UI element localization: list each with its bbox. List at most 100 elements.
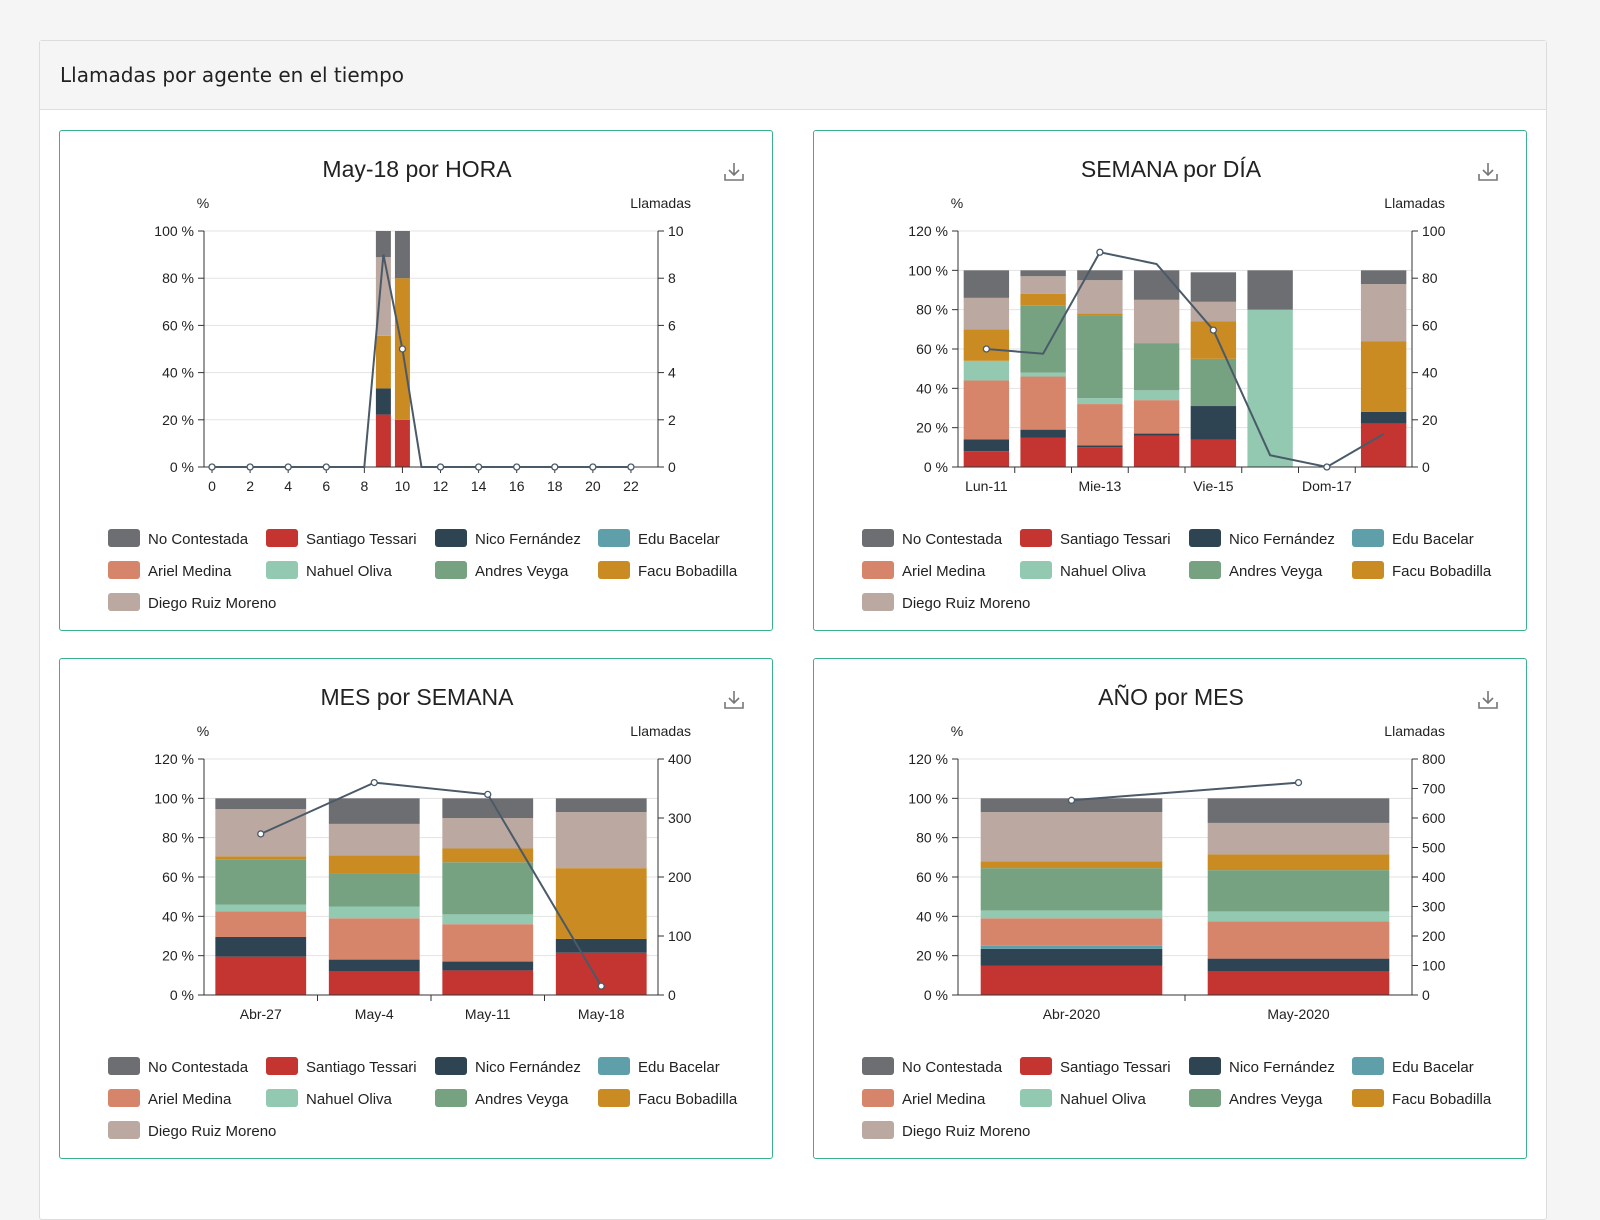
legend-swatch [435,1057,467,1075]
bar-segment [1360,341,1407,412]
y2-tick-label: 0 [1422,987,1430,1003]
legend: No Contestada Santiago Tessari Nico Fernán… [108,1057,738,1140]
legend-label: Ariel Medina [902,563,986,580]
legend-item[interactable]: Facu Bobadilla [598,561,738,580]
bar-segment [1207,971,1390,995]
legend-item[interactable]: Nahuel Oliva [1020,1089,1147,1108]
legend-item[interactable]: Nico Fernández [435,529,581,548]
calls-line [260,781,603,987]
legend-item[interactable]: Diego Ruiz Moreno [862,593,1030,612]
legend-item[interactable]: Edu Bacelar [1352,529,1474,548]
legend-item[interactable]: Santiago Tessari [266,529,417,548]
bar-segment [375,388,391,415]
legend-item[interactable]: Facu Bobadilla [598,1089,738,1108]
legend-item[interactable]: Edu Bacelar [598,529,720,548]
legend-swatch [108,1121,140,1139]
legend-item[interactable]: Ariel Medina [108,1089,232,1108]
y2-tick-label: 200 [668,869,692,885]
bar-segment [442,961,534,971]
legend-item[interactable]: Santiago Tessari [1020,529,1171,548]
bar-segment [1133,343,1180,391]
legend-item[interactable]: Nahuel Oliva [266,561,393,580]
legend-item[interactable]: Diego Ruiz Moreno [108,593,276,612]
legend-swatch [108,561,140,579]
x-tick-label: 22 [623,478,639,494]
legend-item[interactable]: Nahuel Oliva [266,1089,393,1108]
bar-segment [1190,272,1237,302]
y2-tick-label: 600 [1422,810,1446,826]
chart-title: MES por SEMANA [321,684,515,710]
download-icon[interactable] [724,691,744,709]
chart-title: May-18 por HORA [322,156,512,182]
legend-item[interactable]: Diego Ruiz Moreno [862,1121,1030,1140]
legend-item[interactable]: No Contestada [108,529,249,548]
download-icon[interactable] [724,163,744,181]
y2-tick-label: 400 [1422,869,1446,885]
calls-line [1071,781,1299,802]
legend-item[interactable]: Nahuel Oliva [1020,561,1147,580]
y2-tick-label: 200 [1422,928,1446,944]
bar-segment [1077,447,1123,467]
calls-line [212,254,631,468]
legend-swatch [266,1089,298,1107]
y2-tick-label: 2 [668,412,676,428]
bars [215,798,647,995]
legend-swatch [862,593,894,611]
legend-item[interactable]: Santiago Tessari [1020,1057,1171,1076]
calls-point [589,463,597,471]
y-tick-label: 20 % [162,948,194,964]
y2-tick-label: 8 [668,270,676,286]
y2-axis-label: Llamadas [630,195,691,211]
legend-item[interactable]: No Contestada [862,529,1003,548]
legend-item[interactable]: Ariel Medina [862,1089,986,1108]
y2-tick-label: 300 [1422,899,1446,915]
legend-item[interactable]: Andres Veyga [435,1089,569,1108]
legend-item[interactable]: Facu Bobadilla [1352,1089,1492,1108]
download-icon[interactable] [1478,163,1498,181]
bar-segment [1020,305,1066,373]
download-icon[interactable] [1478,691,1498,709]
x-tick-label: 6 [322,478,330,494]
legend-swatch [1020,1057,1052,1075]
legend-item[interactable]: Edu Bacelar [1352,1057,1474,1076]
legend-swatch [435,1089,467,1107]
y2-tick-label: 100 [1422,958,1446,974]
y-tick-label: 60 % [162,869,194,885]
legend-label: Facu Bobadilla [1392,1091,1492,1108]
bar-segment [1207,854,1390,871]
legend-item[interactable]: Diego Ruiz Moreno [108,1121,276,1140]
legend-item[interactable]: Nico Fernández [1189,529,1335,548]
legend-swatch [1189,529,1221,547]
legend-item[interactable]: Andres Veyga [435,561,569,580]
legend-item[interactable]: Santiago Tessari [266,1057,417,1076]
bar-segment [328,855,420,874]
bars [980,798,1390,995]
legend-swatch [1352,529,1384,547]
bar-segment [1190,406,1237,440]
y-tick-label: 100 % [154,223,194,239]
legend-label: Andres Veyga [475,563,569,580]
legend-item[interactable]: Ariel Medina [862,561,986,580]
calls-point [208,463,216,471]
bar-segment [442,862,534,915]
legend-label: Nahuel Oliva [306,1091,393,1108]
legend-item[interactable]: Andres Veyga [1189,561,1323,580]
legend-item[interactable]: Ariel Medina [108,561,232,580]
x-tick-label: 0 [208,478,216,494]
legend-item[interactable]: Facu Bobadilla [1352,561,1492,580]
bar-segment [215,798,307,810]
legend-item[interactable]: No Contestada [108,1057,249,1076]
legend-label: Santiago Tessari [1060,531,1171,548]
x-tick-label: Mie-13 [1078,478,1121,494]
bar-segment [1020,293,1066,306]
legend-item[interactable]: Nico Fernández [1189,1057,1335,1076]
legend-label: Nico Fernández [475,1059,581,1076]
legend-item[interactable]: Edu Bacelar [598,1057,720,1076]
legend-item[interactable]: Nico Fernández [435,1057,581,1076]
calls-point [284,463,292,471]
x-tick-label: 20 [585,478,601,494]
legend-label: No Contestada [148,1059,249,1076]
y-tick-label: 80 % [916,830,948,846]
legend-item[interactable]: No Contestada [862,1057,1003,1076]
legend-item[interactable]: Andres Veyga [1189,1089,1323,1108]
